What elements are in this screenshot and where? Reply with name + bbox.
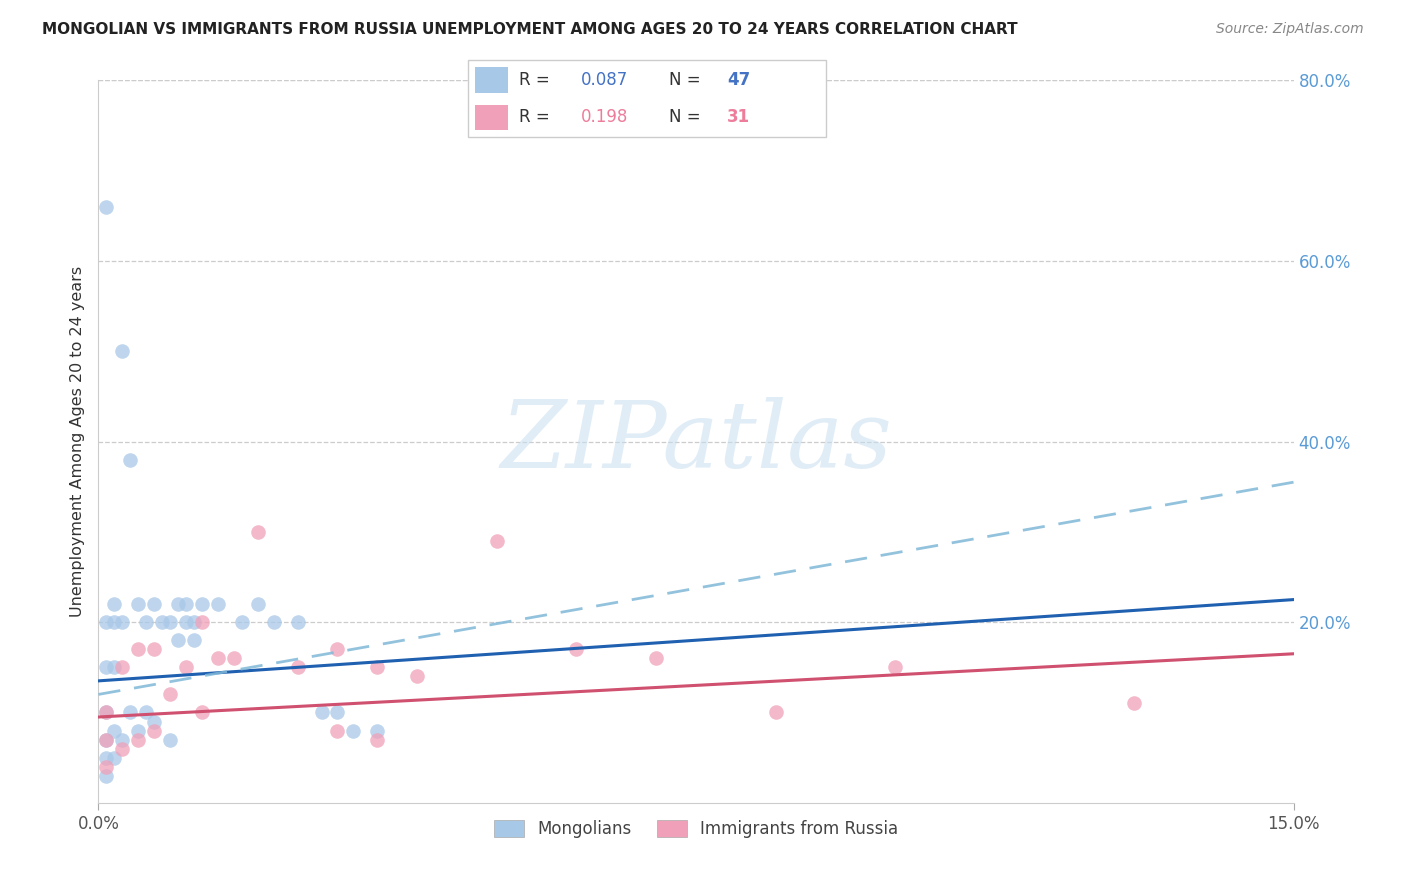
Point — [96, 660, 118, 674]
Point — [96, 732, 118, 747]
Point — [143, 714, 166, 729]
Point — [143, 642, 166, 657]
Point — [366, 732, 388, 747]
Point — [159, 687, 181, 701]
Point — [366, 660, 388, 674]
Point — [103, 660, 125, 674]
Point — [765, 706, 787, 720]
Point — [143, 723, 166, 738]
Point — [103, 750, 125, 764]
Point — [150, 615, 173, 630]
Text: 0.087: 0.087 — [581, 70, 628, 88]
Point — [111, 615, 134, 630]
Bar — [475, 67, 508, 93]
Text: N =: N = — [669, 109, 706, 127]
Point — [159, 732, 181, 747]
Point — [191, 597, 214, 611]
Point — [127, 597, 149, 611]
Text: 47: 47 — [727, 70, 751, 88]
Point — [311, 706, 333, 720]
Point — [174, 597, 197, 611]
Point — [246, 524, 269, 539]
Text: Source: ZipAtlas.com: Source: ZipAtlas.com — [1216, 22, 1364, 37]
Point — [135, 706, 157, 720]
Point — [485, 533, 508, 548]
Point — [174, 660, 197, 674]
Point — [96, 760, 118, 774]
Point — [143, 597, 166, 611]
Text: R =: R = — [519, 70, 555, 88]
Point — [103, 597, 125, 611]
Point — [96, 706, 118, 720]
Point — [183, 615, 205, 630]
Text: 31: 31 — [727, 109, 751, 127]
Point — [1123, 697, 1146, 711]
Point — [191, 706, 214, 720]
Y-axis label: Unemployment Among Ages 20 to 24 years: Unemployment Among Ages 20 to 24 years — [69, 266, 84, 617]
Point — [159, 615, 181, 630]
Point — [111, 741, 134, 756]
Point — [103, 615, 125, 630]
Point — [207, 597, 229, 611]
Point — [191, 615, 214, 630]
Point — [183, 633, 205, 648]
Point — [96, 732, 118, 747]
Point — [287, 615, 309, 630]
Text: MONGOLIAN VS IMMIGRANTS FROM RUSSIA UNEMPLOYMENT AMONG AGES 20 TO 24 YEARS CORRE: MONGOLIAN VS IMMIGRANTS FROM RUSSIA UNEM… — [42, 22, 1018, 37]
Point — [135, 615, 157, 630]
Point — [103, 723, 125, 738]
Point — [366, 723, 388, 738]
Point — [287, 660, 309, 674]
Text: R =: R = — [519, 109, 555, 127]
FancyBboxPatch shape — [468, 60, 825, 136]
Point — [406, 669, 429, 683]
Point — [246, 597, 269, 611]
Point — [120, 452, 142, 467]
Point — [127, 642, 149, 657]
Point — [342, 723, 364, 738]
Point — [263, 615, 285, 630]
Point — [96, 706, 118, 720]
Text: N =: N = — [669, 70, 706, 88]
Point — [167, 633, 190, 648]
Point — [111, 344, 134, 359]
Point — [565, 642, 588, 657]
Point — [884, 660, 907, 674]
Point — [207, 651, 229, 665]
Point — [326, 723, 349, 738]
Point — [127, 723, 149, 738]
Point — [96, 750, 118, 764]
Point — [326, 706, 349, 720]
Point — [222, 651, 245, 665]
Point — [120, 706, 142, 720]
Legend: Mongolians, Immigrants from Russia: Mongolians, Immigrants from Russia — [488, 814, 904, 845]
Point — [96, 615, 118, 630]
Text: ZIPatlas: ZIPatlas — [501, 397, 891, 486]
Text: 0.198: 0.198 — [581, 109, 628, 127]
Point — [96, 769, 118, 783]
Point — [111, 660, 134, 674]
Point — [174, 615, 197, 630]
Bar — [475, 104, 508, 130]
Point — [111, 732, 134, 747]
Point — [231, 615, 253, 630]
Point — [127, 732, 149, 747]
Point — [326, 642, 349, 657]
Point — [645, 651, 668, 665]
Point — [96, 200, 118, 214]
Point — [167, 597, 190, 611]
